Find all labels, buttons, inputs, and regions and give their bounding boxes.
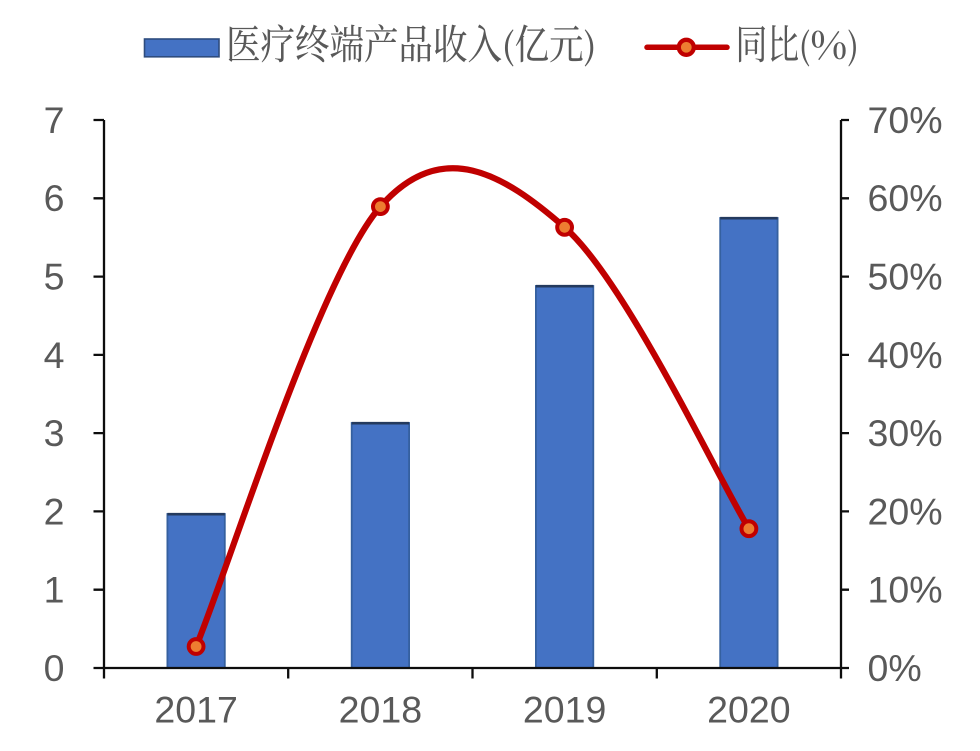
svg-text:2020: 2020 xyxy=(707,689,790,731)
svg-text:20%: 20% xyxy=(868,490,943,532)
svg-text:0: 0 xyxy=(44,647,65,689)
svg-text:6: 6 xyxy=(44,177,65,219)
svg-text:70%: 70% xyxy=(868,99,943,141)
svg-text:5: 5 xyxy=(44,256,65,298)
svg-text:2: 2 xyxy=(44,490,65,532)
svg-text:10%: 10% xyxy=(868,569,943,611)
svg-text:60%: 60% xyxy=(868,177,943,219)
svg-text:30%: 30% xyxy=(868,412,943,454)
svg-text:4: 4 xyxy=(44,334,65,376)
svg-text:2017: 2017 xyxy=(154,689,237,731)
svg-text:50%: 50% xyxy=(868,256,943,298)
svg-text:3: 3 xyxy=(44,412,65,454)
svg-text:0%: 0% xyxy=(868,647,922,689)
svg-text:2019: 2019 xyxy=(523,689,606,731)
svg-text:1: 1 xyxy=(44,569,65,611)
svg-text:7: 7 xyxy=(44,99,65,141)
svg-text:2018: 2018 xyxy=(339,689,422,731)
svg-text:40%: 40% xyxy=(868,334,943,376)
